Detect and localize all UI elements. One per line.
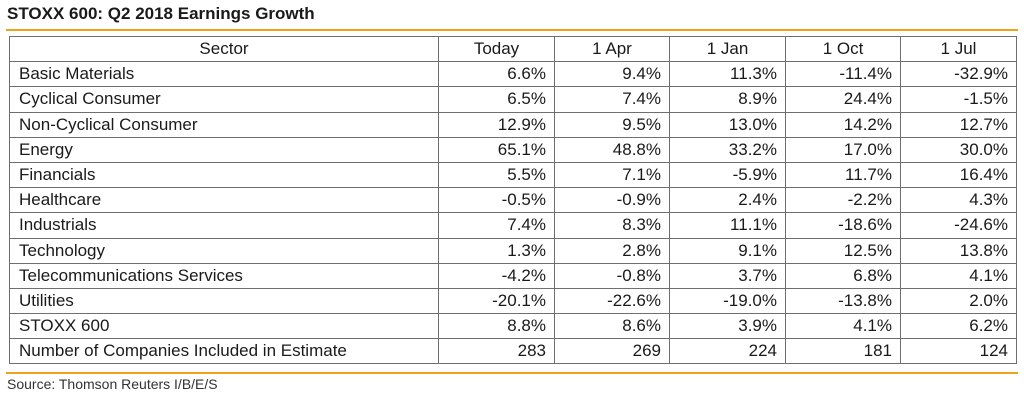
table-row: Industrials 7.4% 8.3% 11.1% -18.6% -24.6% — [9, 212, 1017, 239]
sector-cell: Energy — [9, 136, 439, 163]
value-cell-1-apr: 8.3% — [554, 212, 670, 239]
column-header-today: Today — [438, 35, 555, 63]
header-row: Sector Today 1 Apr 1 Jan 1 Oct 1 Jul — [9, 35, 1017, 63]
value-cell-1-jul: 13.8% — [900, 237, 1017, 264]
table-row: Utilities -20.1% -22.6% -19.0% -13.8% 2.0% — [9, 287, 1017, 315]
value-cell-today: -4.2% — [438, 262, 555, 289]
value-cell-today: 7.4% — [438, 212, 555, 239]
sector-cell: Financials — [9, 161, 439, 189]
value-cell-1-apr: 7.4% — [554, 86, 670, 113]
value-cell-today: 5.5% — [438, 161, 555, 189]
value-cell-1-oct: -13.8% — [785, 287, 901, 315]
sector-cell: Healthcare — [9, 187, 439, 214]
value-cell-1-jan: 13.0% — [669, 111, 786, 138]
sector-cell: Telecommunications Services — [9, 262, 439, 289]
value-cell-today: 8.8% — [438, 313, 555, 340]
value-cell-1-oct: 24.4% — [785, 86, 901, 113]
table-row: Non-Cyclical Consumer 12.9% 9.5% 13.0% 14.2%… — [9, 111, 1017, 138]
table-row: Energy 65.1% 48.8% 33.2% 17.0% 30.0% — [9, 136, 1017, 163]
source-note: Source: Thomson Reuters I/B/E/S — [7, 376, 218, 392]
value-cell-today: 6.5% — [438, 86, 555, 113]
value-cell-1-jul: 124 — [900, 338, 1017, 365]
column-header-sector: Sector — [9, 35, 439, 63]
value-cell-1-jul: -24.6% — [900, 212, 1017, 239]
value-cell-1-apr: 269 — [554, 338, 670, 365]
value-cell-today: 1.3% — [438, 237, 555, 264]
value-cell-1-jan: 11.1% — [669, 212, 786, 239]
table-row: Cyclical Consumer 6.5% 7.4% 8.9% 24.4% -1.5% — [9, 86, 1017, 113]
value-cell-1-oct: -11.4% — [785, 61, 901, 88]
column-header-1-jul: 1 Jul — [900, 35, 1017, 63]
value-cell-1-apr: 9.5% — [554, 111, 670, 138]
value-cell-1-jan: 8.9% — [669, 86, 786, 113]
table-row: Number of Companies Included in Estimate… — [9, 338, 1017, 365]
value-cell-1-jan: 33.2% — [669, 136, 786, 163]
value-cell-1-jan: 3.9% — [669, 313, 786, 340]
value-cell-1-jan: 11.3% — [669, 61, 786, 88]
value-cell-1-apr: 8.6% — [554, 313, 670, 340]
title-underline-rule — [6, 29, 1018, 31]
sector-cell: Technology — [9, 237, 439, 264]
value-cell-1-oct: 17.0% — [785, 136, 901, 163]
value-cell-today: -0.5% — [438, 187, 555, 214]
table-row: Financials 5.5% 7.1% -5.9% 11.7% 16.4% — [9, 161, 1017, 189]
value-cell-1-oct: 6.8% — [785, 262, 901, 289]
value-cell-1-jan: 3.7% — [669, 262, 786, 289]
sector-cell: Number of Companies Included in Estimate — [9, 338, 439, 365]
value-cell-1-apr: 2.8% — [554, 237, 670, 264]
value-cell-1-oct: 181 — [785, 338, 901, 365]
value-cell-1-jul: 12.7% — [900, 111, 1017, 138]
table-row: STOXX 600 8.8% 8.6% 3.9% 4.1% 6.2% — [9, 313, 1017, 340]
value-cell-1-jan: -5.9% — [669, 161, 786, 189]
value-cell-1-apr: 9.4% — [554, 61, 670, 88]
value-cell-today: -20.1% — [438, 287, 555, 315]
value-cell-1-apr: 48.8% — [554, 136, 670, 163]
sector-cell: Basic Materials — [9, 61, 439, 88]
value-cell-1-apr: -22.6% — [554, 287, 670, 315]
value-cell-1-jul: -32.9% — [900, 61, 1017, 88]
value-cell-1-apr: 7.1% — [554, 161, 670, 189]
sector-cell: STOXX 600 — [9, 313, 439, 340]
value-cell-1-oct: 11.7% — [785, 161, 901, 189]
value-cell-today: 12.9% — [438, 111, 555, 138]
table-row: Technology 1.3% 2.8% 9.1% 12.5% 13.8% — [9, 237, 1017, 264]
table-row: Basic Materials 6.6% 9.4% 11.3% -11.4% -32.9% — [9, 61, 1017, 88]
sector-cell: Utilities — [9, 287, 439, 315]
table-row: Telecommunications Services -4.2% -0.8% 3.7… — [9, 262, 1017, 289]
value-cell-1-jan: 2.4% — [669, 187, 786, 214]
value-cell-1-apr: -0.9% — [554, 187, 670, 214]
value-cell-1-oct: 4.1% — [785, 313, 901, 340]
sector-cell: Cyclical Consumer — [9, 86, 439, 113]
value-cell-1-jul: 16.4% — [900, 161, 1017, 189]
value-cell-1-jul: 2.0% — [900, 287, 1017, 315]
footer-rule — [6, 372, 1018, 374]
value-cell-1-jul: 6.2% — [900, 313, 1017, 340]
earnings-growth-table: Sector Today 1 Apr 1 Jan 1 Oct 1 Jul Bas… — [9, 35, 1017, 365]
column-header-1-apr: 1 Apr — [554, 35, 670, 63]
value-cell-1-jul: 4.3% — [900, 187, 1017, 214]
chart-title: STOXX 600: Q2 2018 Earnings Growth — [7, 4, 315, 23]
value-cell-today: 65.1% — [438, 136, 555, 163]
value-cell-today: 6.6% — [438, 61, 555, 88]
value-cell-1-oct: 12.5% — [785, 237, 901, 264]
value-cell-today: 283 — [438, 338, 555, 365]
value-cell-1-apr: -0.8% — [554, 262, 670, 289]
value-cell-1-oct: 14.2% — [785, 111, 901, 138]
sector-cell: Non-Cyclical Consumer — [9, 111, 439, 138]
value-cell-1-jul: 30.0% — [900, 136, 1017, 163]
value-cell-1-oct: -2.2% — [785, 187, 901, 214]
value-cell-1-jan: 224 — [669, 338, 786, 365]
sector-cell: Industrials — [9, 212, 439, 239]
value-cell-1-jan: -19.0% — [669, 287, 786, 315]
value-cell-1-jul: 4.1% — [900, 262, 1017, 289]
value-cell-1-oct: -18.6% — [785, 212, 901, 239]
column-header-1-oct: 1 Oct — [785, 35, 901, 63]
value-cell-1-jul: -1.5% — [900, 86, 1017, 113]
table-body: Basic Materials 6.6% 9.4% 11.3% -11.4% -32.9%… — [9, 61, 1017, 365]
table-row: Healthcare -0.5% -0.9% 2.4% -2.2% 4.3% — [9, 187, 1017, 214]
column-header-1-jan: 1 Jan — [669, 35, 786, 63]
value-cell-1-jan: 9.1% — [669, 237, 786, 264]
